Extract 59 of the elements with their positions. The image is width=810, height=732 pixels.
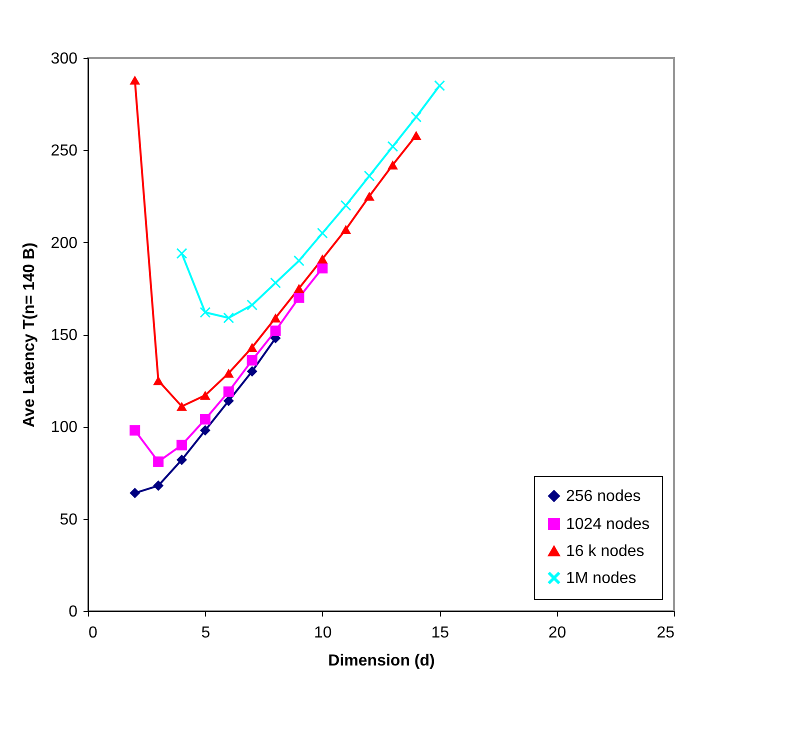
y-tick-label: 150 (50, 327, 78, 344)
point (153, 376, 164, 386)
point (153, 480, 164, 491)
point (246, 300, 258, 310)
y-tick-label: 100 (50, 419, 78, 436)
point (223, 396, 234, 406)
point (270, 326, 281, 336)
point (317, 228, 328, 238)
x-tick-label: 0 (88, 624, 98, 642)
x-tick-label: 15 (431, 624, 450, 642)
y-axis-title: Ave Latency T(n= 140 B) (20, 242, 38, 428)
point (294, 292, 304, 303)
point (246, 366, 258, 377)
point (176, 440, 188, 450)
point (340, 200, 352, 211)
y-tick-label: 50 (60, 511, 78, 528)
point (246, 342, 258, 352)
legend-label: 16 k nodes (566, 543, 644, 560)
point (294, 284, 304, 293)
point (317, 254, 328, 264)
x-tick-label: 5 (201, 624, 210, 642)
point (294, 256, 304, 266)
point (410, 130, 422, 140)
point (317, 262, 328, 274)
point (176, 454, 188, 466)
point (200, 390, 210, 400)
x-axis-title: Dimension (d) (328, 652, 435, 670)
y-tick-label: 250 (50, 142, 78, 160)
point (223, 368, 234, 378)
x-tick-label: 20 (548, 624, 566, 642)
point (270, 313, 281, 322)
point (200, 307, 210, 318)
point (410, 112, 422, 122)
legend-label: 1024 nodes (566, 516, 650, 533)
legend-label: 1M nodes (566, 570, 636, 587)
x-tick-label: 10 (314, 624, 332, 642)
point (200, 425, 210, 436)
point (223, 312, 234, 324)
point (130, 488, 140, 498)
point (200, 414, 210, 425)
point (130, 76, 140, 85)
point (176, 402, 188, 411)
point (364, 192, 375, 201)
point (270, 278, 281, 288)
y-tick-label: 300 (50, 50, 78, 68)
point (364, 170, 375, 182)
point (223, 386, 234, 397)
legend-label: 256 nodes (566, 488, 641, 505)
point (387, 160, 398, 170)
y-tick-label: 0 (68, 604, 78, 620)
point (340, 224, 352, 234)
point (434, 80, 445, 91)
point (246, 355, 258, 366)
x-tick-label: 25 (656, 624, 675, 642)
point (153, 456, 164, 467)
point (176, 248, 188, 259)
y-tick-label: 200 (50, 234, 78, 252)
point (130, 425, 140, 436)
point (387, 141, 398, 152)
